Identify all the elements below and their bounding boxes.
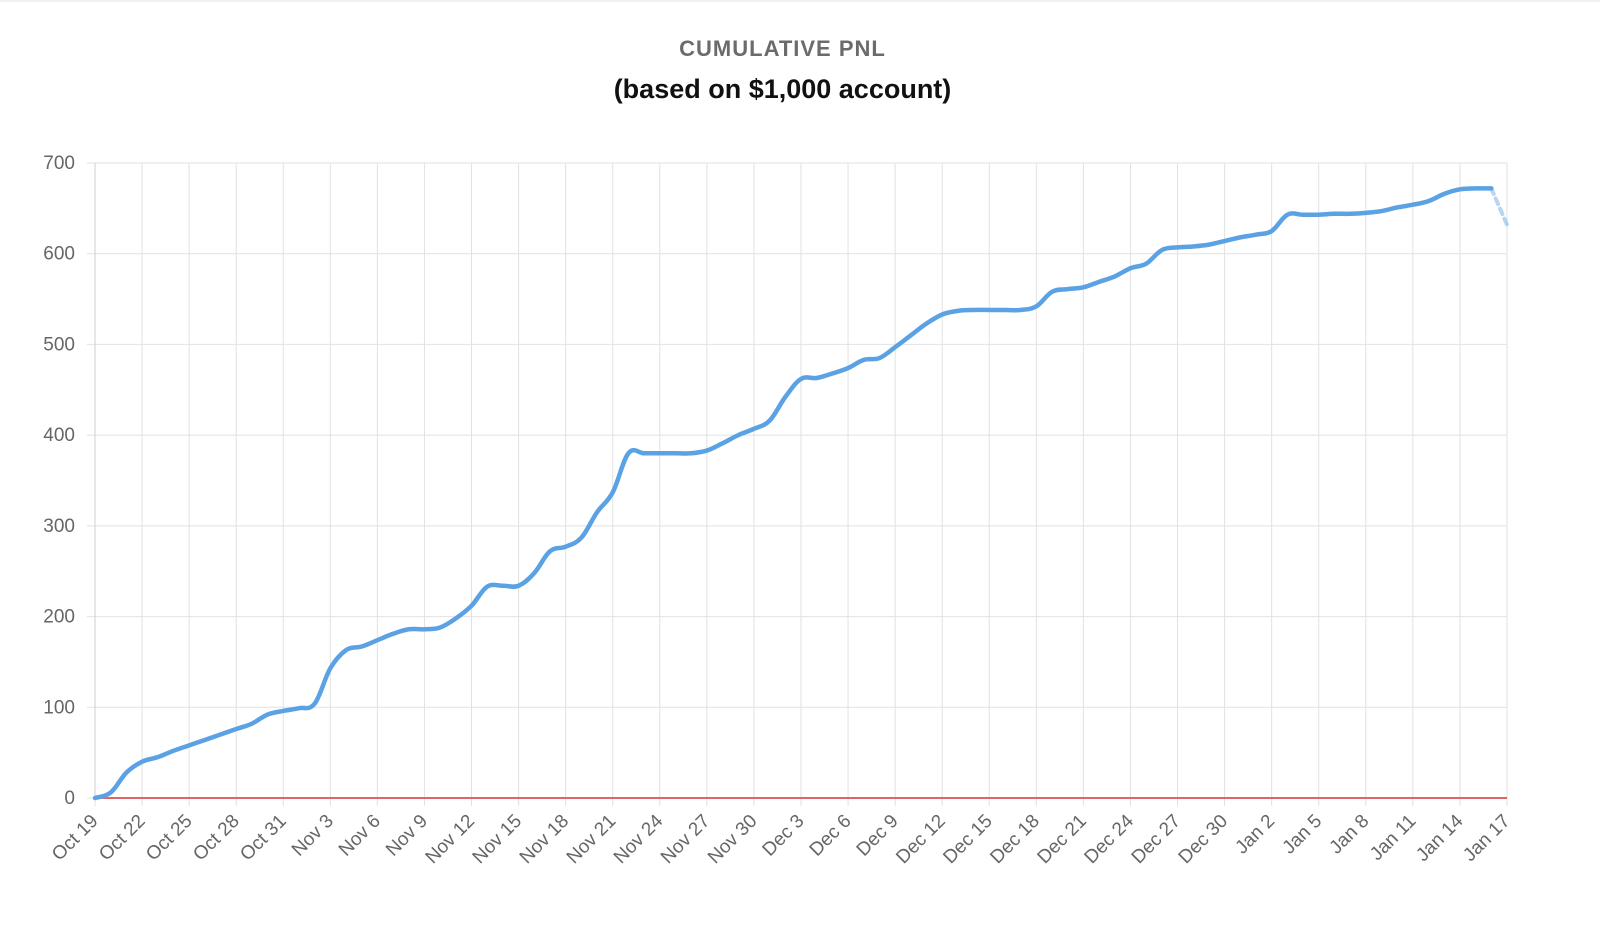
x-tick-label: Dec 6	[806, 811, 856, 861]
y-tick-label: 500	[43, 334, 75, 355]
chart-subtitle: (based on $1,000 account)	[613, 74, 952, 104]
top-divider	[0, 0, 1600, 2]
x-tick-label: Oct 19	[48, 811, 102, 865]
x-tick-label: Dec 30	[1175, 811, 1232, 868]
x-tick-label: Oct 31	[236, 811, 290, 865]
pnl-series-projection	[1489, 186, 1509, 227]
x-tick-label: Jan 5	[1279, 811, 1327, 859]
y-tick-label: 400	[43, 425, 75, 446]
grid-layer	[87, 162, 1508, 806]
x-tick-label: Jan 11	[1366, 811, 1420, 865]
x-tick-label: Nov 21	[563, 811, 620, 868]
x-tick-label: Nov 24	[610, 810, 668, 868]
x-tick-label: Oct 22	[95, 811, 149, 865]
x-tick-label: Nov 30	[704, 811, 761, 868]
y-tick-label: 700	[43, 153, 75, 174]
x-tick-label: Dec 3	[759, 811, 809, 861]
y-tick-label: 0	[64, 788, 75, 809]
x-tick-label: Dec 15	[939, 811, 996, 868]
x-tick-label: Jan 17	[1459, 811, 1514, 866]
y-tick-label: 300	[43, 516, 75, 537]
x-tick-label: Nov 3	[288, 811, 338, 861]
x-tick-label: Nov 15	[469, 811, 526, 868]
y-tick-label: 600	[43, 244, 75, 265]
pnl-series-line	[92, 186, 1494, 801]
chart-title: CUMULATIVE PNL	[679, 36, 886, 61]
x-tick-label: Jan 2	[1231, 811, 1279, 859]
y-tick-label: 100	[43, 697, 75, 718]
x-tick-label: Nov 12	[422, 811, 479, 868]
series-layer	[92, 186, 1509, 801]
x-tick-label: Nov 27	[657, 811, 714, 868]
x-tick-label: Oct 25	[142, 811, 196, 865]
x-tick-label: Dec 24	[1081, 810, 1139, 868]
x-tick-label: Dec 27	[1128, 811, 1185, 868]
y-tick-label: 200	[43, 607, 75, 628]
x-tick-label: Dec 12	[892, 811, 949, 868]
x-tick-label: Jan 14	[1412, 810, 1467, 865]
x-tick-label: Dec 18	[986, 811, 1043, 868]
x-tick-label: Dec 21	[1034, 811, 1091, 868]
x-tick-label: Nov 6	[335, 811, 385, 861]
x-tick-label: Oct 28	[189, 811, 243, 865]
x-tick-label: Nov 18	[516, 811, 573, 868]
